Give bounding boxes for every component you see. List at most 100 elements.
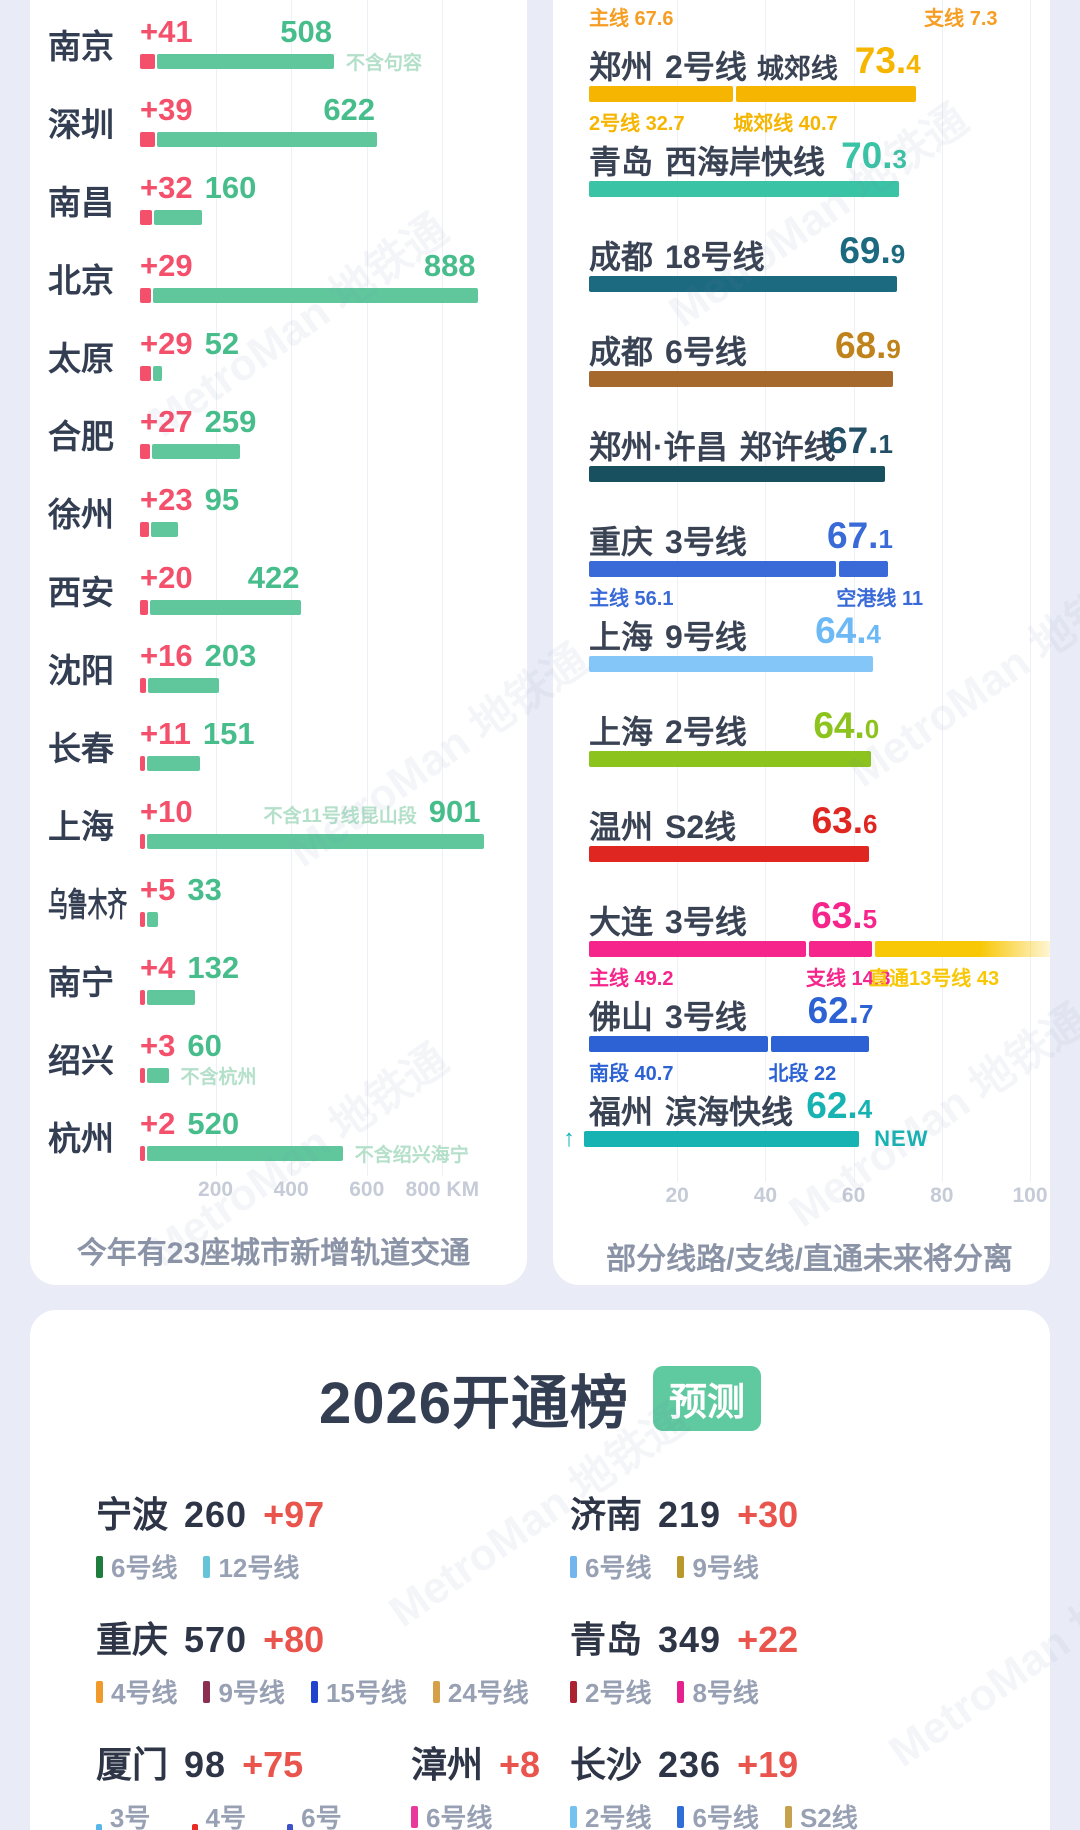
left-chart-row: 沈阳 +16 203 [48, 630, 499, 708]
value-integer: 62. [807, 990, 860, 1031]
line-bar-segment [584, 1130, 860, 1147]
city-label: 北京 [48, 240, 140, 318]
new-km-value: +41 [140, 14, 193, 49]
line-length-value: 64.0 [813, 705, 879, 747]
new-km-chart-card: 南京 +41 508 不含句容 深圳 +39 622 南昌 +32 160 北京 +29 888 太原 +2… [30, 0, 527, 1285]
row-labels: +16 203 [140, 638, 499, 676]
bar-line [140, 131, 499, 148]
value-decimal: 4 [906, 49, 921, 79]
row-note: 不含杭州 [180, 1067, 257, 1088]
right-axis: 20 40 60 80 100 [589, 1184, 1048, 1212]
row-bar-zone: +16 203 [140, 630, 499, 708]
city-label-text: 合肥 [48, 418, 114, 455]
right-chart-row: 重庆 3号线 67.1 主线 56.1 空港线 11 [589, 515, 1030, 612]
city-label: 漳州 [410, 1744, 483, 1785]
line-tag-name: S2线 [799, 1803, 858, 1830]
total-anchor: 不含11号线昆山段 901 [264, 794, 481, 830]
left-chart-row: 深圳 +39 622 [48, 84, 499, 162]
left-chart-caption: 今年有23座城市新增轨道交通 [76, 1237, 471, 1270]
bar-line: 不含句容 [140, 53, 499, 74]
line-tag-name: 9号线 [692, 1553, 759, 1583]
forecast-entry-heading: 厦门 98 +75 [96, 1736, 357, 1788]
line-color-tick-icon [96, 1680, 103, 1703]
row-bar-zone: +39 622 [140, 84, 499, 162]
total-km-value: 219 [658, 1494, 722, 1535]
line-title: 郑州·许昌 郑许线 67.1 [589, 420, 1030, 465]
row-labels: +3 60 [140, 1028, 499, 1066]
line-name: 6号线 [665, 334, 747, 370]
line-tag-name: 2号线 [585, 1678, 652, 1708]
city-label: 南宁 [48, 942, 140, 1020]
bar-line [140, 443, 499, 460]
row-bar-zone: +32 160 [140, 162, 499, 240]
line-tag-name: 6号线 [111, 1553, 178, 1583]
city-label: 济南 [570, 1494, 643, 1535]
value-integer: 64. [813, 705, 865, 746]
bar-segment-new [140, 54, 156, 69]
city-label: 南昌 [48, 162, 140, 240]
total-km-value: 33 [187, 872, 222, 907]
line-title: 上海 2号线 64.0 [589, 705, 1030, 750]
left-chart-row: 南宁 +4 132 [48, 942, 499, 1020]
line-bar-segment [589, 465, 885, 482]
line-tag-name: 8号线 [692, 1678, 759, 1708]
total-anchor: 508 [280, 14, 332, 50]
bar-segment-total [147, 912, 158, 927]
new-km-value: +4 [140, 950, 176, 985]
value-integer: 73. [854, 40, 907, 81]
line-color-tick-icon [570, 1680, 577, 1703]
bar-segment-new [140, 912, 145, 927]
city-label: 宁波 [96, 1494, 169, 1535]
line-name: 9号线 [665, 619, 747, 655]
axis-tick-label: 200 [198, 1178, 234, 1201]
line-name: S2线 [665, 809, 737, 845]
line-color-tick-icon [96, 1824, 102, 1830]
line-length-value: 73.4 [855, 40, 921, 82]
bar-line [140, 365, 499, 382]
city-label: 上海 [589, 619, 654, 655]
new-km-value: +23 [140, 482, 193, 517]
city-label: 深圳 [48, 84, 140, 162]
line-ranking-plot: 主线 67.6 支线 7.3 郑州 2号线 城郊线 73.4 2号线 32.7 城郊线 40… [563, 0, 1050, 1182]
top-charts-section: 南京 +41 508 不含句容 深圳 +39 622 南昌 +32 160 北京 +29 888 太原 +2… [30, 0, 1050, 1285]
line-title: 成都 18号线 69.9 [589, 230, 1030, 275]
line-bar-segment [589, 845, 870, 862]
total-anchor: 622 [323, 92, 375, 128]
new-km-value: +10 [140, 794, 193, 829]
total-km-value: 570 [184, 1619, 248, 1660]
city-label: 徐州 [48, 474, 140, 552]
line-title: 成都 6号线 68.9 [589, 325, 1030, 370]
line-bar: ↑ NEW [563, 1125, 1030, 1152]
city-label: 成都 [589, 239, 654, 275]
line-tag: 9号线 [203, 1673, 285, 1710]
row-labels: +41 508 [140, 14, 499, 52]
line-color-tick-icon [410, 1805, 418, 1828]
row-labels: +4 132 [140, 950, 499, 988]
row-note: 不含11号线昆山段 [263, 806, 417, 827]
forecast-entry: 重庆 570 +80 4号线 9号线 15号线 24号线 [96, 1611, 529, 1710]
city-label-text: 徐州 [48, 496, 114, 533]
value-integer: 67. [827, 515, 879, 556]
line-length-value: 68.9 [835, 325, 901, 367]
bar-line [140, 911, 499, 928]
line-tag: 3号线 [96, 1798, 166, 1830]
bar-segment-total [154, 210, 203, 225]
city-label-text: 北京 [48, 262, 114, 299]
new-km-value: +97 [263, 1494, 325, 1535]
value-integer: 67. [827, 420, 879, 461]
city-label-text: 太原 [48, 340, 114, 377]
bar-line [140, 677, 499, 694]
line-color-tick-icon [432, 1680, 440, 1703]
left-chart-row: 徐州 +23 95 [48, 474, 499, 552]
value-decimal: 4 [866, 619, 881, 649]
value-decimal: 1 [878, 429, 893, 459]
line-bar-segment [589, 560, 837, 577]
gridline [765, 0, 767, 1182]
row-bar-zone: +5 33 [140, 864, 499, 942]
city-label: 绍兴 [48, 1020, 140, 1098]
city-label: 南京 [48, 6, 140, 84]
bar-segment-total [147, 756, 200, 771]
city-label: 青岛 [570, 1619, 643, 1660]
forecast-title-row: 2026开通榜 预测 [66, 1310, 1014, 1440]
row-bar-zone: +11 151 [140, 708, 499, 786]
